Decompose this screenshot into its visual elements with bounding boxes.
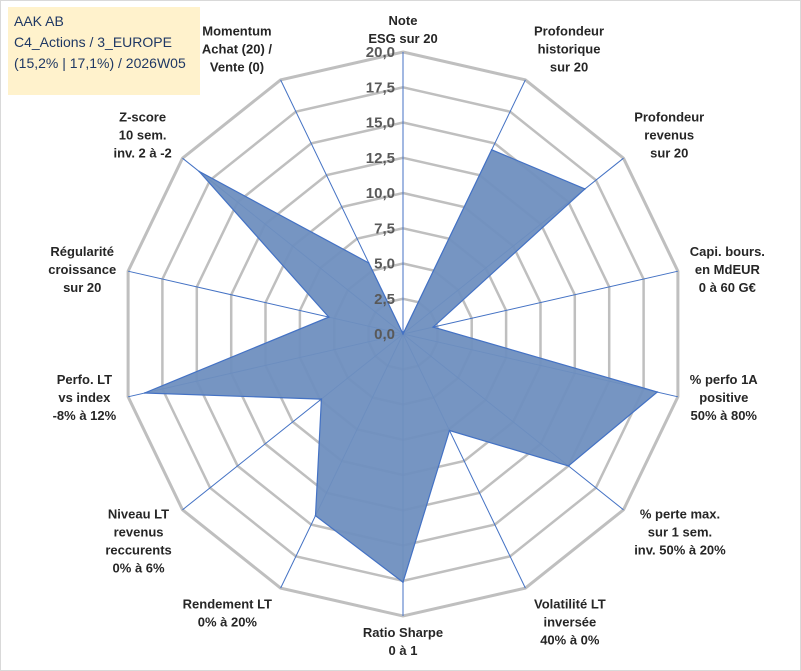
data-point: [198, 170, 200, 173]
axis-label-line: ESG sur 20: [368, 31, 437, 46]
data-point: [402, 333, 404, 335]
tick-label: 12,5: [366, 150, 395, 167]
axis-label-line: en MdEUR: [695, 262, 761, 277]
axis-label-line: 0 à 60 G€: [699, 280, 756, 295]
tick-label: 0,0: [374, 326, 395, 343]
axis-label-line: vs index: [58, 390, 111, 405]
axis-label-line: Perfo. LT: [57, 372, 112, 387]
axis-label-line: Rendement LT: [183, 597, 272, 612]
axis-label: % perfo 1A positive 50% à 80%: [690, 372, 759, 423]
axis-label: % perte max. sur 1 sem. inv. 50% à 20%: [634, 507, 726, 558]
tick-label: 2,5: [374, 291, 395, 308]
data-point: [143, 392, 146, 394]
axis-label-line: -8% à 12%: [53, 408, 117, 423]
tick-label: 15,0: [366, 115, 395, 132]
axis-label-line: inversée: [544, 615, 597, 630]
axis-label-line: historique: [538, 42, 601, 57]
tick-label: 20,0: [366, 44, 395, 61]
data-point: [656, 391, 659, 393]
tick-label: 5,0: [374, 256, 395, 273]
axis-label-line: sur 20: [550, 60, 588, 75]
axis-label: Momentum Achat (20) / Vente (0): [202, 24, 272, 75]
axis-label-line: 40% à 0%: [540, 633, 600, 648]
axis-label-line: Régularité: [50, 244, 114, 259]
series-area: [144, 149, 659, 584]
axis-label-line: Niveau LT: [108, 507, 169, 522]
axis-label-line: % perfo 1A: [690, 372, 759, 387]
axis-label: Volatilité LT inversée 40% à 0%: [534, 597, 606, 648]
axis-label-line: Z-score: [119, 109, 166, 124]
axis-label-line: Ratio Sharpe: [363, 625, 443, 640]
tick-label: 10,0: [366, 185, 395, 202]
axis-label-line: sur 20: [650, 145, 688, 160]
axis-label-line: Volatilité LT: [534, 597, 606, 612]
axis-label-line: revenus: [114, 525, 164, 540]
data-point: [328, 316, 330, 318]
axis-label-line: 0% à 20%: [198, 615, 258, 630]
axis-label: Ratio Sharpe 0 à 1: [363, 625, 443, 658]
title-line-3: (15,2% | 17,1%) / 2026W05: [14, 55, 186, 71]
tick-label: 7,5: [374, 220, 395, 237]
data-point: [432, 326, 435, 328]
axis-label-line: Achat (20) /: [202, 42, 272, 57]
axis-label-line: inv. 50% à 20%: [634, 543, 726, 558]
axis-label: Z-score 10 sem. inv. 2 à -2: [114, 109, 172, 160]
axis-label: Capi. bours. en MdEUR 0 à 60 G€: [690, 244, 765, 295]
axis-label: Niveau LT revenus reccurents 0% à 6%: [105, 507, 171, 576]
axis-label-line: Vente (0): [210, 60, 264, 75]
tick-label: 17,5: [366, 79, 395, 96]
radial-tick-labels: 0,0 2,5 5,0 7,5 10,0 12,5 15,0 17,5 20,0: [366, 44, 395, 343]
axis-label: Rendement LT 0% à 20%: [183, 597, 272, 630]
axis-label-line: Note: [389, 13, 418, 28]
axis-label-line: Momentum: [202, 24, 271, 39]
axis-label-line: sur 20: [63, 280, 101, 295]
axis-label-line: 0 à 1: [389, 643, 418, 658]
axis-label: Perfo. LT vs index -8% à 12%: [53, 372, 117, 423]
radar-series: [143, 149, 659, 584]
data-point: [320, 398, 323, 400]
data-point: [490, 149, 493, 151]
axis-label-line: positive: [699, 390, 748, 405]
axis-label-line: 0% à 6%: [113, 561, 165, 576]
axis-labels: Note ESG sur 20 Profondeur historique sur 20…: [48, 13, 765, 658]
axis-label-line: sur 1 sem.: [648, 525, 712, 540]
axis-label: Régularité croissance sur 20: [48, 244, 116, 295]
axis-label-line: Profondeur: [634, 109, 704, 124]
axis-label-line: Profondeur: [534, 24, 604, 39]
axis-label: Profondeur historique sur 20: [534, 24, 604, 75]
data-point: [314, 514, 317, 517]
axis-label-line: % perte max.: [640, 507, 720, 522]
data-point: [402, 581, 404, 583]
data-point: [448, 429, 451, 432]
axis-label: Note ESG sur 20: [368, 13, 437, 46]
data-point: [367, 262, 370, 264]
axis-label-line: croissance: [48, 262, 116, 277]
axis-spoke: [402, 270, 679, 335]
chart-title-box: AAK AB C4_Actions / 3_EUROPE (15,2% | 17…: [8, 7, 200, 95]
title-line-1: AAK AB: [14, 13, 64, 29]
axis-label-line: revenus: [644, 127, 694, 142]
axis-label-line: Capi. bours.: [690, 244, 765, 259]
axis-label-line: inv. 2 à -2: [114, 145, 172, 160]
axis-label-line: 10 sem.: [119, 127, 167, 142]
title-line-2: C4_Actions / 3_EUROPE: [14, 34, 172, 50]
axis-label-line: reccurents: [105, 543, 171, 558]
axis-label: Profondeur revenus sur 20: [634, 109, 704, 160]
axis-label-line: 50% à 80%: [691, 408, 758, 423]
data-point: [567, 465, 570, 467]
data-point: [584, 188, 586, 190]
